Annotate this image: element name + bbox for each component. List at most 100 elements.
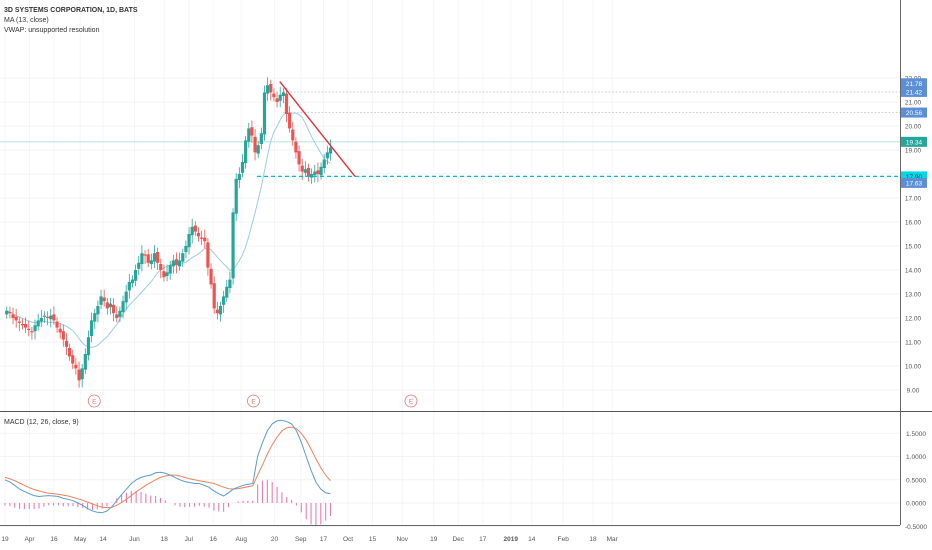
candle[interactable]	[30, 326, 34, 340]
candle[interactable]	[46, 311, 50, 326]
earnings-marker[interactable]: E	[247, 394, 260, 408]
candle[interactable]	[310, 168, 314, 184]
candle[interactable]	[275, 91, 279, 108]
candle[interactable]	[297, 145, 301, 172]
candle[interactable]	[74, 358, 78, 375]
candle[interactable]	[152, 245, 157, 268]
candle[interactable]	[102, 289, 106, 307]
candle[interactable]	[190, 218, 194, 244]
candle[interactable]	[108, 298, 113, 315]
candle[interactable]	[234, 173, 238, 221]
candle[interactable]	[281, 88, 285, 104]
ma-legend[interactable]: MA (13, close)	[4, 17, 49, 24]
candle[interactable]	[11, 307, 15, 325]
candle[interactable]	[196, 227, 201, 242]
candle[interactable]	[99, 289, 103, 310]
candle[interactable]	[5, 306, 9, 319]
candle[interactable]	[168, 260, 172, 280]
candle[interactable]	[127, 274, 131, 299]
candle[interactable]	[149, 253, 153, 270]
candle[interactable]	[203, 229, 207, 249]
candle[interactable]	[187, 227, 191, 255]
candle[interactable]	[174, 252, 179, 274]
candle[interactable]	[55, 317, 59, 333]
candle[interactable]	[200, 230, 204, 246]
candle[interactable]	[137, 256, 141, 276]
candle[interactable]	[193, 221, 197, 236]
candle[interactable]	[328, 139, 333, 161]
candle[interactable]	[61, 324, 65, 347]
candle[interactable]	[222, 290, 226, 313]
candle[interactable]	[77, 361, 81, 388]
candle[interactable]	[27, 320, 31, 337]
candle[interactable]	[162, 264, 166, 282]
candle[interactable]	[231, 208, 235, 285]
candle[interactable]	[105, 298, 109, 315]
candle[interactable]	[93, 308, 97, 329]
candle[interactable]	[33, 319, 37, 340]
candle[interactable]	[206, 238, 210, 276]
candle[interactable]	[237, 167, 241, 189]
candle[interactable]	[184, 240, 188, 259]
candle[interactable]	[278, 86, 282, 108]
candle[interactable]	[325, 145, 329, 165]
candle[interactable]	[316, 162, 320, 183]
candle[interactable]	[8, 306, 12, 319]
candle[interactable]	[115, 306, 119, 323]
candle[interactable]	[171, 254, 175, 274]
candle[interactable]	[156, 247, 160, 270]
candle[interactable]	[39, 310, 43, 327]
trendline[interactable]	[279, 81, 356, 177]
candle[interactable]	[284, 88, 289, 123]
candle[interactable]	[83, 348, 87, 374]
candle[interactable]	[259, 127, 263, 150]
candle[interactable]	[262, 85, 267, 141]
candle[interactable]	[181, 248, 185, 267]
candle[interactable]	[80, 364, 84, 388]
candle[interactable]	[165, 264, 169, 282]
candle[interactable]	[14, 308, 18, 328]
candle[interactable]	[71, 349, 75, 369]
candle[interactable]	[124, 284, 128, 310]
candle[interactable]	[140, 245, 144, 272]
candle[interactable]	[253, 128, 257, 161]
candle[interactable]	[134, 264, 138, 287]
candle[interactable]	[228, 271, 232, 294]
candle[interactable]	[86, 330, 91, 361]
candle[interactable]	[20, 318, 25, 330]
candle[interactable]	[159, 258, 163, 279]
earnings-marker[interactable]: E	[87, 394, 101, 408]
candle[interactable]	[49, 308, 53, 328]
candle[interactable]	[240, 154, 245, 178]
candle[interactable]	[64, 332, 69, 355]
candle[interactable]	[272, 88, 276, 102]
candle[interactable]	[303, 161, 307, 178]
candle[interactable]	[68, 343, 72, 361]
candle[interactable]	[322, 154, 326, 174]
candle[interactable]	[146, 248, 150, 268]
candle[interactable]	[288, 106, 292, 133]
candle[interactable]	[244, 136, 248, 169]
candle[interactable]	[209, 263, 213, 289]
candle[interactable]	[90, 312, 94, 343]
candle[interactable]	[58, 323, 62, 339]
candle[interactable]	[247, 122, 251, 148]
candle[interactable]	[215, 301, 219, 320]
candle[interactable]	[112, 298, 116, 322]
drawing-layer[interactable]	[257, 81, 900, 177]
candle[interactable]	[42, 311, 47, 324]
candle[interactable]	[178, 252, 182, 271]
candle[interactable]	[36, 313, 40, 331]
candle[interactable]	[225, 280, 229, 302]
symbol-title[interactable]: 3D SYSTEMS CORPORATION, 1D, BATS	[4, 7, 138, 14]
candle[interactable]	[52, 306, 56, 325]
macd-legend[interactable]: MACD (12, 26, close, 9)	[4, 419, 79, 426]
earnings-marker[interactable]: E	[404, 394, 418, 408]
vwap-legend[interactable]: VWAP: unsupported resolution	[4, 27, 100, 34]
candle[interactable]	[212, 276, 216, 314]
candle[interactable]	[130, 275, 135, 288]
candle[interactable]	[17, 317, 21, 331]
candle[interactable]	[269, 79, 273, 101]
